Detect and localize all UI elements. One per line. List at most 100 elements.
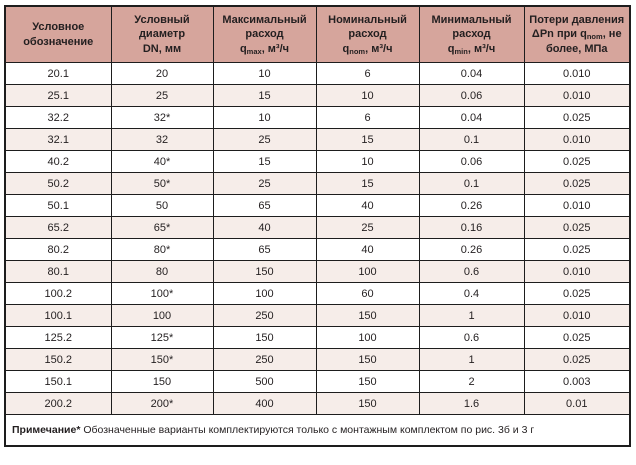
table-cell: 65 bbox=[212, 194, 317, 217]
table-cell: 0.025 bbox=[523, 238, 631, 261]
header-text: Потери давления ΔPn при q bbox=[529, 14, 625, 41]
table-row: 65.2 65* 40 25 0.16 0.025 bbox=[4, 216, 631, 239]
note-row: Примечание* Обозначенные варианты компле… bbox=[4, 414, 631, 447]
table-cell: 100.1 bbox=[4, 304, 112, 327]
table-cell: 50.2 bbox=[4, 172, 112, 195]
table-cell: 100* bbox=[110, 282, 214, 305]
table-cell: 100 bbox=[110, 304, 214, 327]
table-cell: 15 bbox=[315, 128, 420, 151]
table-cell: 1 bbox=[418, 348, 525, 371]
table-cell: 50 bbox=[110, 194, 214, 217]
table-cell: 32 bbox=[110, 128, 214, 151]
table-cell: 0.025 bbox=[523, 348, 631, 371]
table-row: 50.1 50 65 40 0.26 0.010 bbox=[4, 194, 631, 217]
formula-subscript: max bbox=[246, 46, 262, 56]
header-text: , не более, МПа bbox=[545, 28, 622, 55]
table-cell: 125.2 bbox=[4, 326, 112, 349]
formula-subscript: min bbox=[454, 46, 468, 56]
table-cell: 150 bbox=[110, 370, 214, 393]
table-cell: 150 bbox=[212, 326, 317, 349]
table-cell: 0.06 bbox=[418, 150, 525, 173]
table-cell: 80.1 bbox=[4, 260, 112, 283]
table-cell: 32.2 bbox=[4, 106, 112, 129]
table-cell: 0.010 bbox=[523, 194, 631, 217]
table-cell: 150 bbox=[212, 260, 317, 283]
table-cell: 1.6 bbox=[418, 392, 525, 415]
table-cell: 20 bbox=[110, 62, 214, 85]
col-header-diameter: Условный диаметр DN, мм bbox=[110, 5, 214, 63]
note-cell: Примечание* Обозначенные варианты компле… bbox=[4, 414, 631, 447]
col-header-nom-flow: Номинальный расход qnom, м³/ч bbox=[315, 5, 420, 63]
table-cell: 80 bbox=[110, 260, 214, 283]
table-cell: 0.025 bbox=[523, 106, 631, 129]
table-cell: 150.1 bbox=[4, 370, 112, 393]
table-cell: 65* bbox=[110, 216, 214, 239]
table-cell: 0.010 bbox=[523, 62, 631, 85]
header-line: расход bbox=[348, 28, 387, 41]
table-cell: 150 bbox=[315, 304, 420, 327]
table-cell: 100.2 bbox=[4, 282, 112, 305]
col-header-min-flow: Минимальный расход qmin, м³/ч bbox=[418, 5, 525, 63]
formula-base: q bbox=[342, 42, 350, 55]
formula-base: q bbox=[447, 42, 455, 55]
table-row: 200.2 200* 400 150 1.6 0.01 bbox=[4, 392, 631, 415]
table-cell: 40* bbox=[110, 150, 214, 173]
table-cell: 40 bbox=[315, 238, 420, 261]
table-cell: 6 bbox=[315, 106, 420, 129]
table-footer: Примечание* Обозначенные варианты компле… bbox=[4, 414, 631, 447]
header-line: Номинальный bbox=[328, 14, 407, 27]
table-cell: 65 bbox=[212, 238, 317, 261]
table-cell: 0.26 bbox=[418, 238, 525, 261]
flow-spec-table: Условное обозначение Условный диаметр DN… bbox=[4, 5, 631, 447]
table-cell: 25 bbox=[212, 128, 317, 151]
table-cell: 50* bbox=[110, 172, 214, 195]
col-header-max-flow: Максимальный расход qmax, м³/ч bbox=[212, 5, 317, 63]
table-cell: 32* bbox=[110, 106, 214, 129]
table-cell: 15 bbox=[212, 84, 317, 107]
table-cell: 15 bbox=[315, 172, 420, 195]
table-cell: 0.4 bbox=[418, 282, 525, 305]
table-cell: 0.26 bbox=[418, 194, 525, 217]
table-body: 20.1 20 10 6 0.04 0.010 25.1 25 15 10 0.06 0.010 32.… bbox=[4, 62, 631, 415]
table-row: 150.1 150 500 150 2 0.003 bbox=[4, 370, 631, 393]
table-row: 80.2 80* 65 40 0.26 0.025 bbox=[4, 238, 631, 261]
table-cell: 0.1 bbox=[418, 172, 525, 195]
table-cell: 10 bbox=[212, 62, 317, 85]
table-cell: 125* bbox=[110, 326, 214, 349]
table-cell: 0.025 bbox=[523, 150, 631, 173]
table-row: 32.1 32 25 15 0.1 0.010 bbox=[4, 128, 631, 151]
header-formula: qmin, м³/ч bbox=[423, 42, 521, 56]
table-cell: 200* bbox=[110, 392, 214, 415]
header-formula: qmax, м³/ч bbox=[217, 42, 313, 56]
formula-unit: , м³/ч bbox=[365, 42, 393, 55]
table-cell: 25.1 bbox=[4, 84, 112, 107]
header-line: расход bbox=[452, 28, 491, 41]
col-header-designation: Условное обозначение bbox=[4, 5, 112, 63]
formula-unit: , м³/ч bbox=[261, 42, 290, 55]
table-cell: 0.06 bbox=[418, 84, 525, 107]
header-formula: qnom, м³/ч bbox=[320, 42, 416, 56]
table-cell: 150.2 bbox=[4, 348, 112, 371]
table-row: 125.2 125* 150 100 0.6 0.025 bbox=[4, 326, 631, 349]
table-cell: 500 bbox=[212, 370, 317, 393]
table-cell: 0.04 bbox=[418, 62, 525, 85]
table-cell: 0.010 bbox=[523, 304, 631, 327]
table-cell: 0.01 bbox=[523, 392, 631, 415]
table-cell: 150* bbox=[110, 348, 214, 371]
table-cell: 0.16 bbox=[418, 216, 525, 239]
table-row: 80.1 80 150 100 0.6 0.010 bbox=[4, 260, 631, 283]
table-cell: 0.025 bbox=[523, 326, 631, 349]
table-cell: 6 bbox=[315, 62, 420, 85]
table-cell: 65.2 bbox=[4, 216, 112, 239]
table-cell: 150 bbox=[315, 370, 420, 393]
table-row: 25.1 25 15 10 0.06 0.010 bbox=[4, 84, 631, 107]
table-cell: 400 bbox=[212, 392, 317, 415]
table-cell: 32.1 bbox=[4, 128, 112, 151]
table-cell: 0.04 bbox=[418, 106, 525, 129]
formula-subscript: nom bbox=[586, 32, 603, 42]
table-cell: 20.1 bbox=[4, 62, 112, 85]
table-cell: 80.2 bbox=[4, 238, 112, 261]
table-cell: 0.1 bbox=[418, 128, 525, 151]
table-row: 32.2 32* 10 6 0.04 0.025 bbox=[4, 106, 631, 129]
